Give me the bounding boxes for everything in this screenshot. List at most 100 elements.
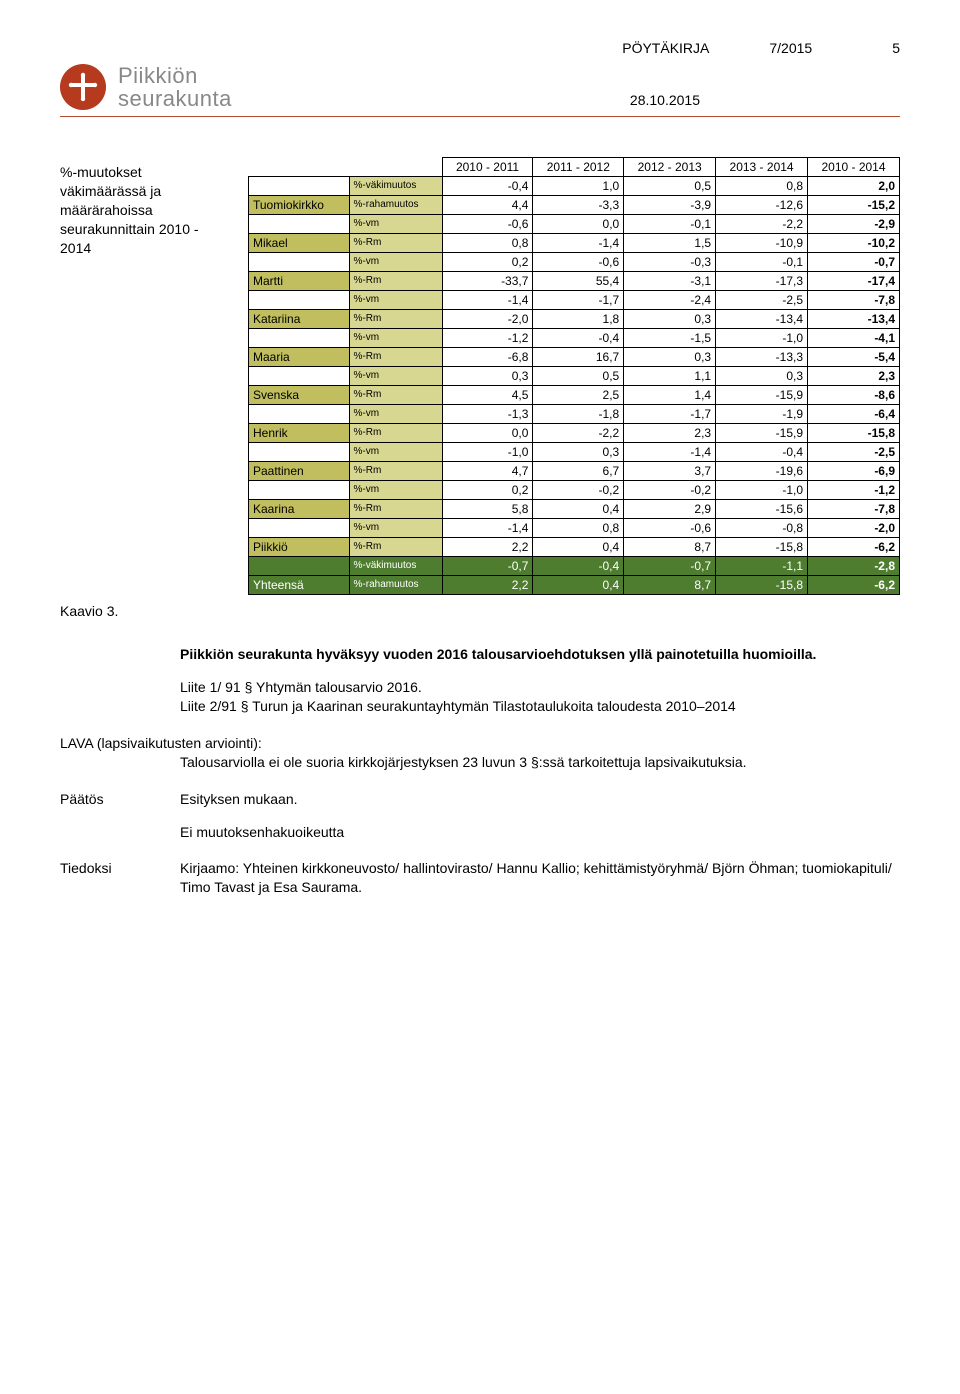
metric-label: %-Rm [349,348,442,367]
value-cell: 8,7 [624,538,716,557]
value-cell: -6,8 [442,348,533,367]
value-cell: -1,4 [442,291,533,310]
table-row: %-vm0,30,51,10,32,3 [249,367,900,386]
value-cell: 2,3 [808,367,900,386]
value-cell: 2,2 [442,538,533,557]
logo-icon [60,64,106,110]
metric-label: %-vm [349,481,442,500]
value-cell: -1,7 [624,405,716,424]
metric-label: %-rahamuutos [349,196,442,215]
empty-cell [249,177,350,196]
empty-cell [249,557,350,576]
value-cell: 0,5 [533,367,624,386]
value-cell: -2,2 [533,424,624,443]
value-cell: -1,0 [716,481,808,500]
value-cell: -17,4 [808,272,900,291]
value-cell: -2,2 [716,215,808,234]
value-cell: 0,8 [442,234,533,253]
value-cell: 4,5 [442,386,533,405]
value-cell: -15,8 [716,576,808,595]
metric-label: %-vm [349,291,442,310]
logo-text: Piikkiön seurakunta [118,64,232,110]
table-row: %-väkimuutos-0,41,00,50,82,0 [249,177,900,196]
value-cell: 4,4 [442,196,533,215]
value-cell: 4,7 [442,462,533,481]
value-cell: 0,2 [442,481,533,500]
logo-line1: Piikkiön [118,64,232,87]
total-label: Yhteensä [249,576,350,595]
value-cell: -0,1 [624,215,716,234]
empty-cell [249,329,350,348]
value-cell: -0,6 [624,519,716,538]
table-row: %-vm-0,60,0-0,1-2,2-2,9 [249,215,900,234]
logo-line2: seurakunta [118,87,232,110]
value-cell: -2,0 [808,519,900,538]
metric-label: %-Rm [349,386,442,405]
approval-paragraph: Piikkiön seurakunta hyväksyy vuoden 2016… [180,645,900,664]
table-row: Tuomiokirkko%-rahamuutos4,4-3,3-3,9-12,6… [249,196,900,215]
table-row: Svenska%-Rm4,52,51,4-15,9-8,6 [249,386,900,405]
col-header: 2010 - 2011 [442,158,533,177]
value-cell: -15,9 [716,386,808,405]
value-cell: -1,1 [716,557,808,576]
doc-num: 7/2015 [769,40,812,56]
table-row: Maaria%-Rm-6,816,70,3-13,3-5,4 [249,348,900,367]
value-cell: -0,7 [808,253,900,272]
table-header-row: 2010 - 2011 2011 - 2012 2012 - 2013 2013… [249,158,900,177]
value-cell: -2,5 [808,443,900,462]
value-cell: -2,5 [716,291,808,310]
table-total-row: Yhteensä%-rahamuutos2,20,48,7-15,8-6,2 [249,576,900,595]
attachment-2: Liite 2/91 § Turun ja Kaarinan seurakunt… [180,697,900,716]
page-number: 5 [892,40,900,56]
metric-label: %-Rm [349,234,442,253]
value-cell: 0,8 [533,519,624,538]
metric-label: %-rahamuutos [349,576,442,595]
table-row: Piikkiö%-Rm2,20,48,7-15,8-6,2 [249,538,900,557]
unit-name: Martti [249,272,350,291]
value-cell: 55,4 [533,272,624,291]
notice-label: Tiedoksi [60,859,180,897]
value-cell: -1,4 [624,443,716,462]
empty-cell [249,481,350,500]
attachment-1: Liite 1/ 91 § Yhtymän talousarvio 2016. [180,678,900,697]
value-cell: -6,2 [808,538,900,557]
table-row: %-vm-1,2-0,4-1,5-1,0-4,1 [249,329,900,348]
value-cell: 0,2 [442,253,533,272]
value-cell: -10,9 [716,234,808,253]
value-cell: -1,0 [442,443,533,462]
metric-label: %-vm [349,367,442,386]
metric-label: %-Rm [349,310,442,329]
value-cell: 1,1 [624,367,716,386]
value-cell: -0,7 [442,557,533,576]
col-header: 2013 - 2014 [716,158,808,177]
value-cell: -0,3 [624,253,716,272]
value-cell: 0,8 [716,177,808,196]
empty-cell [249,253,350,272]
empty-cell [249,367,350,386]
value-cell: -0,6 [442,215,533,234]
value-cell: -3,3 [533,196,624,215]
value-cell: -15,6 [716,500,808,519]
value-cell: -13,4 [716,310,808,329]
value-cell: -1,2 [442,329,533,348]
col-header: 2010 - 2014 [808,158,900,177]
empty-cell [249,405,350,424]
value-cell: -15,8 [716,538,808,557]
value-cell: -0,2 [533,481,624,500]
value-cell: -2,4 [624,291,716,310]
value-cell: -6,2 [808,576,900,595]
notice-text: Kirjaamo: Yhteinen kirkkoneuvosto/ halli… [180,859,900,897]
value-cell: -1,4 [533,234,624,253]
value-cell: -4,1 [808,329,900,348]
value-cell: 1,5 [624,234,716,253]
value-cell: 3,7 [624,462,716,481]
metric-label: %-vm [349,519,442,538]
lava-heading: LAVA (lapsivaikutusten arviointi): [60,734,900,753]
value-cell: 0,3 [533,443,624,462]
metric-label: %-Rm [349,272,442,291]
value-cell: -1,2 [808,481,900,500]
value-cell: 1,8 [533,310,624,329]
value-cell: 6,7 [533,462,624,481]
metric-label: %-vm [349,443,442,462]
value-cell: -0,4 [533,557,624,576]
